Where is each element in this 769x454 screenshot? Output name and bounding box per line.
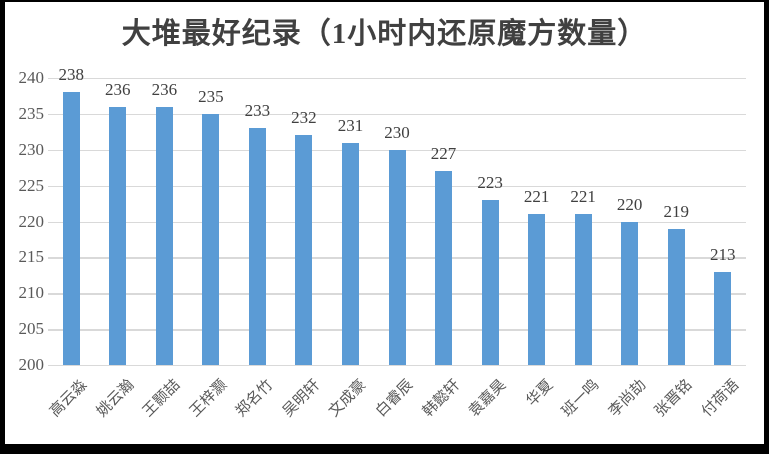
bar [621, 221, 639, 365]
bar [202, 113, 220, 365]
bar [109, 106, 127, 365]
bar [62, 92, 80, 365]
bar-value-label: 227 [430, 144, 457, 164]
y-axis-tick-label: 225 [18, 175, 45, 195]
bar [388, 149, 406, 365]
bar [667, 228, 685, 365]
bar [155, 106, 173, 365]
chart-title: 大堆最好纪录（1小时内还原魔方数量） [121, 18, 648, 50]
bar-value-label: 231 [337, 115, 364, 135]
bar [248, 128, 266, 365]
bar-value-label: 232 [291, 108, 317, 128]
bar-chart-plot-area: 200 205 210 215 220 225 230 235 240 238 高云淼 236 姚云瀚 2… [5, 2, 764, 444]
y-axis-tick-label: 220 [18, 211, 45, 231]
chart-canvas: 大堆最好纪录（1小时内还原魔方数量） 200 205 210 215 220 225 230… [5, 2, 764, 444]
y-axis-tick-label: 215 [18, 247, 45, 267]
bar-value-label: 235 [198, 86, 224, 106]
gridline [48, 78, 746, 80]
bar [295, 135, 313, 365]
y-axis-tick-label: 240 [18, 68, 45, 87]
y-axis-tick-label: 230 [18, 139, 45, 159]
bar-value-label: 230 [384, 122, 410, 142]
y-axis-tick-label: 210 [18, 283, 45, 303]
bar-value-label: 233 [244, 101, 271, 121]
gridline [48, 113, 746, 116]
bar [528, 214, 546, 365]
bar-value-label: 238 [58, 65, 85, 85]
bar [574, 214, 592, 365]
y-axis-tick-label: 200 [18, 355, 45, 374]
y-axis-tick-label: 205 [18, 319, 45, 339]
bar-value-label: 236 [105, 79, 131, 99]
bar [341, 142, 359, 365]
bar-value-label: 236 [151, 79, 178, 99]
bar [714, 271, 732, 365]
y-axis-tick-label: 235 [18, 103, 45, 123]
bar-value-label: 219 [663, 201, 689, 221]
bar-value-label: 213 [709, 244, 736, 264]
bar-value-label: 221 [523, 187, 550, 207]
bar [481, 199, 499, 365]
bar-value-label: 223 [477, 172, 503, 192]
gridline [48, 365, 746, 367]
bar-value-label: 221 [570, 187, 596, 207]
bar [435, 171, 453, 365]
bar-value-label: 220 [616, 194, 643, 214]
